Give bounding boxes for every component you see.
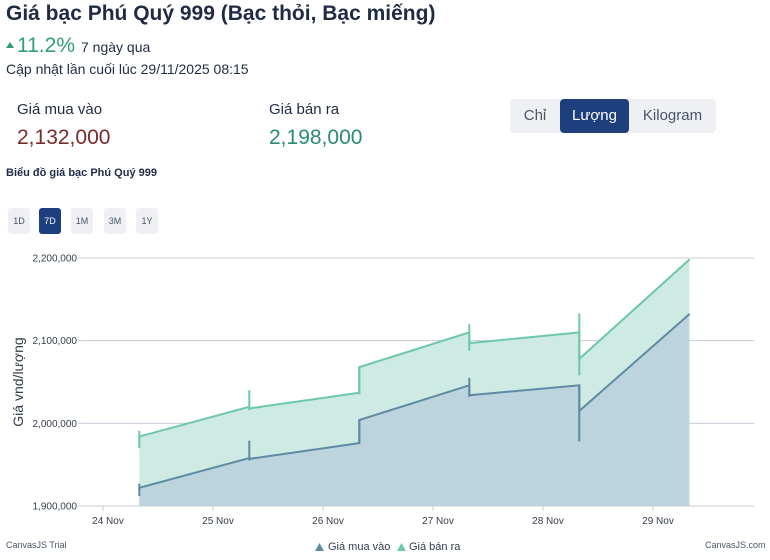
range-1y-button[interactable]: 1Y [136,208,158,234]
unit-kilogram-button[interactable]: Kilogram [642,107,703,124]
buy-data-point [468,394,471,397]
buy-price-label: Giá mua vào [17,101,103,118]
legend-buy-label: Giá mua vào [328,541,390,553]
last-updated: Cập nhật lần cuối lúc 29/11/2025 08:15 [6,61,249,77]
buy-series-area [139,314,690,506]
y-tick-label: 2,200,000 [33,254,78,265]
buy-data-point [578,384,581,387]
chart-title: Biểu đồ giá bạc Phú Quý 999 [6,167,157,179]
legend-sell-label: Giá bán ra [409,541,461,553]
legend-sell-marker [397,543,406,551]
x-tick-label: 24 Nov [92,516,124,527]
y-tick-label: 2,000,000 [33,419,78,430]
range-1m-button[interactable]: 1M [71,208,93,234]
sell-data-point [578,358,581,360]
x-tick-label: 29 Nov [642,516,674,527]
sell-data-point [138,435,141,438]
x-tick-label: 27 Nov [422,516,454,527]
x-tick-label: 26 Nov [312,516,344,527]
buy-data-point [358,442,361,444]
page-title: Giá bạc Phú Quý 999 (Bạc thỏi, Bạc miếng… [6,2,436,25]
buy-data-point [578,410,581,412]
buy-data-point [358,419,361,421]
sell-data-point [468,342,471,344]
arrow-up-icon [6,42,14,48]
change-period: 7 ngày qua [81,39,151,55]
buy-data-point [468,384,471,387]
x-tick-label: 25 Nov [202,516,234,527]
unit-selector: Chỉ Lượng Kilogram [510,99,716,133]
y-tick-label: 1,900,000 [33,502,78,513]
range-1d-button[interactable]: 1D [8,208,30,234]
y-tick-label: 2,100,000 [33,336,78,347]
legend-buy-marker [315,543,324,551]
sell-data-point [248,407,251,410]
unit-chi-button[interactable]: Chỉ [523,107,547,124]
buy-price-value: 2,132,000 [17,126,111,149]
change-percentage: 11.2% [17,34,75,57]
sell-price-label: Giá bán ra [269,101,340,118]
buy-data-point [248,458,251,460]
sell-data-point [468,331,471,334]
sell-data-point [358,391,361,394]
sell-data-point [248,406,251,408]
range-3m-button[interactable]: 3M [104,208,126,234]
buy-data-point [138,487,141,489]
buy-price-block: Giá mua vào 2,132,000 [17,101,110,150]
unit-luong-button[interactable]: Lượng [560,99,629,133]
footer-credit-link[interactable]: CanvasJS.com [705,540,766,550]
sell-data-point [578,331,581,334]
y-axis-title: Giá vnd/lượng [10,337,26,426]
sell-price-value: 2,198,000 [269,126,363,149]
footer-trial-label: CanvasJS Trial [6,540,67,550]
sell-data-point [688,258,691,261]
price-change: 11.2% 7 ngày qua [6,34,150,58]
range-7d-button[interactable]: 7D [39,208,61,234]
sell-data-point [358,366,361,368]
x-tick-label: 28 Nov [532,516,564,527]
sell-price-block: Giá bán ra 2,198,000 [269,101,362,150]
buy-data-point [688,313,691,316]
